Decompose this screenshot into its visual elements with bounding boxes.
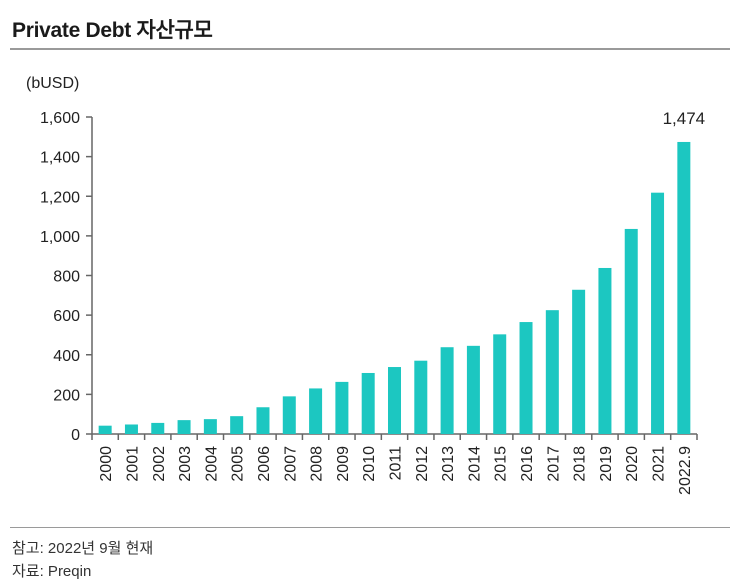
x-tick-label: 2013 <box>440 446 457 482</box>
y-tick-label: 400 <box>53 348 80 365</box>
x-tick-label: 2003 <box>177 446 194 482</box>
chart-title: Private Debt 자산규모 <box>12 19 213 42</box>
x-tick-label: 2000 <box>98 446 115 482</box>
bar-2006 <box>256 407 270 434</box>
x-tick-label: 2016 <box>519 446 536 482</box>
x-tick-label: 2007 <box>282 446 299 482</box>
title-divider <box>10 48 730 50</box>
x-tick-label: 2019 <box>598 446 615 482</box>
y-tick-label: 1,600 <box>40 110 80 127</box>
y-tick-label: 200 <box>53 387 80 404</box>
y-tick-label: 600 <box>53 308 80 325</box>
x-tick-label: 2002 <box>151 446 168 482</box>
bar-2003 <box>177 420 191 434</box>
y-tick-label: 1,400 <box>40 150 80 167</box>
bar-2019 <box>598 267 612 434</box>
x-tick-label: 2010 <box>361 446 378 482</box>
data-label-2022.9: 1,474 <box>663 109 706 128</box>
bar-2011 <box>388 367 401 434</box>
bar-2021 <box>651 192 665 434</box>
y-tick-label: 0 <box>71 427 80 444</box>
x-tick-label: 2021 <box>651 446 668 482</box>
bar-2007 <box>282 396 296 434</box>
bar-2015 <box>493 334 507 434</box>
x-tick-label: 2005 <box>230 446 247 482</box>
bar-2017 <box>545 310 559 434</box>
bar-2022.9 <box>677 141 691 434</box>
x-tick-label: 2017 <box>545 446 562 482</box>
x-tick-label: 2022.9 <box>677 446 694 495</box>
bar-2005 <box>230 416 244 434</box>
x-tick-label: 2011 <box>388 446 405 481</box>
bar-2000 <box>98 425 112 434</box>
bar-2008 <box>309 388 323 434</box>
y-tick-label: 1,000 <box>40 229 80 246</box>
x-tick-label: 2012 <box>414 446 431 482</box>
bar-2016 <box>519 322 533 434</box>
x-tick-label: 2018 <box>572 446 589 482</box>
x-tick-label: 2008 <box>309 446 326 482</box>
x-tick-label: 2001 <box>124 446 141 482</box>
y-tick-label: 1,200 <box>40 189 80 206</box>
bar-2020 <box>624 228 638 434</box>
bar-2002 <box>151 422 165 434</box>
footnote-source: 자료: Preqin <box>12 563 92 580</box>
footnote-note: 참고: 2022년 9월 현재 <box>12 540 154 557</box>
bar-2013 <box>440 347 454 434</box>
y-tick-label: 800 <box>53 269 80 286</box>
bar-2012 <box>414 360 428 434</box>
bar-2010 <box>361 372 375 434</box>
x-tick-label: 2006 <box>256 446 273 482</box>
x-tick-label: 2004 <box>203 446 220 482</box>
bar-2014 <box>466 345 480 434</box>
x-tick-label: 2014 <box>466 446 483 482</box>
y-unit-label: (bUSD) <box>26 75 79 92</box>
footer-divider <box>10 527 730 528</box>
bar-2009 <box>335 381 349 434</box>
bar-2004 <box>203 419 217 434</box>
bar-2018 <box>572 289 586 434</box>
x-tick-label: 2020 <box>624 446 641 482</box>
x-tick-label: 2015 <box>493 446 510 482</box>
bar-2001 <box>124 424 138 434</box>
x-tick-label: 2009 <box>335 446 352 482</box>
